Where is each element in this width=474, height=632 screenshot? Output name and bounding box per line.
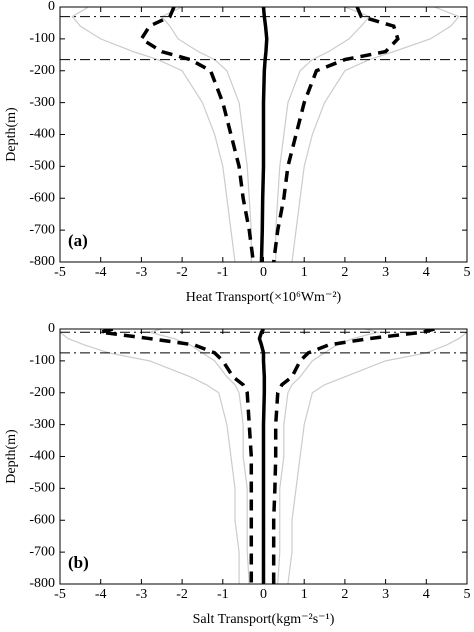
y-tick-label: -300 <box>29 417 55 432</box>
plot-area <box>60 329 467 584</box>
x-tick-label: -4 <box>95 587 107 602</box>
x-tick-label: -3 <box>136 265 148 280</box>
x-tick-label: 1 <box>301 265 308 280</box>
y-tick-label: -600 <box>29 512 55 527</box>
profile-line <box>287 329 467 584</box>
x-tick-label: 0 <box>260 587 267 602</box>
y-tick-label: -200 <box>29 385 55 400</box>
panel-label: (a) <box>68 231 88 250</box>
y-tick-label: -800 <box>29 576 55 591</box>
profile-line <box>71 7 236 262</box>
y-tick-label: -500 <box>29 481 55 496</box>
x-tick-label: 2 <box>341 587 348 602</box>
x-axis-label: Salt Transport(kgm⁻²s⁻¹) <box>193 612 335 627</box>
y-tick-label: -100 <box>29 353 55 368</box>
profile-line <box>160 7 252 262</box>
panel-label: (b) <box>68 553 89 572</box>
x-tick-label: -2 <box>176 587 188 602</box>
profile-line <box>100 329 254 584</box>
plot-area <box>60 7 467 262</box>
x-tick-label: 4 <box>423 265 430 280</box>
profile-line <box>147 329 250 584</box>
y-tick-label: -300 <box>29 95 55 110</box>
profile-line <box>291 7 460 262</box>
x-axis-label: Heat Transport(×10⁶Wm⁻²) <box>186 290 342 305</box>
profile-line <box>138 7 256 262</box>
y-tick-label: 0 <box>48 321 55 336</box>
y-axis-label: Depth(m) <box>4 429 19 484</box>
chart-panel: -5 -4 -3 -2 -1 0 1 2 3 4 5 0 -100 -200 -300 -400 -500 -60… <box>4 321 470 627</box>
x-tick-label: -3 <box>136 587 148 602</box>
profile-line <box>259 7 269 262</box>
y-tick-label: -400 <box>29 127 55 142</box>
x-tick-label: -1 <box>217 587 229 602</box>
x-tick-label: 3 <box>382 265 389 280</box>
y-tick-label: -700 <box>29 544 55 559</box>
x-tick-label: -5 <box>54 265 66 280</box>
y-tick-label: -800 <box>29 254 55 269</box>
profile-line <box>60 329 240 584</box>
x-tick-label: 0 <box>260 265 267 280</box>
y-tick-label: -400 <box>29 449 55 464</box>
profile-line <box>275 7 371 262</box>
y-tick-label: -700 <box>29 222 55 237</box>
y-tick-label: -100 <box>29 31 55 46</box>
profile-line <box>277 329 380 584</box>
x-tick-label: 2 <box>341 265 348 280</box>
x-tick-label: 5 <box>464 587 471 602</box>
x-tick-label: 1 <box>301 587 308 602</box>
x-tick-label: 4 <box>423 587 430 602</box>
y-axis-label: Depth(m) <box>4 107 19 162</box>
y-tick-label: -200 <box>29 63 55 78</box>
profile-line <box>271 7 400 262</box>
chart-panel: -5 -4 -3 -2 -1 0 1 2 3 4 5 0 -100 -200 -300 -400 -500 -60… <box>4 0 470 305</box>
y-tick-label: 0 <box>48 0 55 14</box>
x-tick-label: 5 <box>464 265 471 280</box>
y-tick-label: -600 <box>29 190 55 205</box>
x-tick-label: -4 <box>95 265 107 280</box>
x-tick-label: -2 <box>176 265 188 280</box>
profile-line <box>257 329 267 584</box>
profile-line <box>271 329 435 584</box>
y-tick-label: -500 <box>29 159 55 174</box>
x-tick-label: -5 <box>54 587 66 602</box>
x-tick-label: -1 <box>217 265 229 280</box>
x-tick-label: 3 <box>382 587 389 602</box>
